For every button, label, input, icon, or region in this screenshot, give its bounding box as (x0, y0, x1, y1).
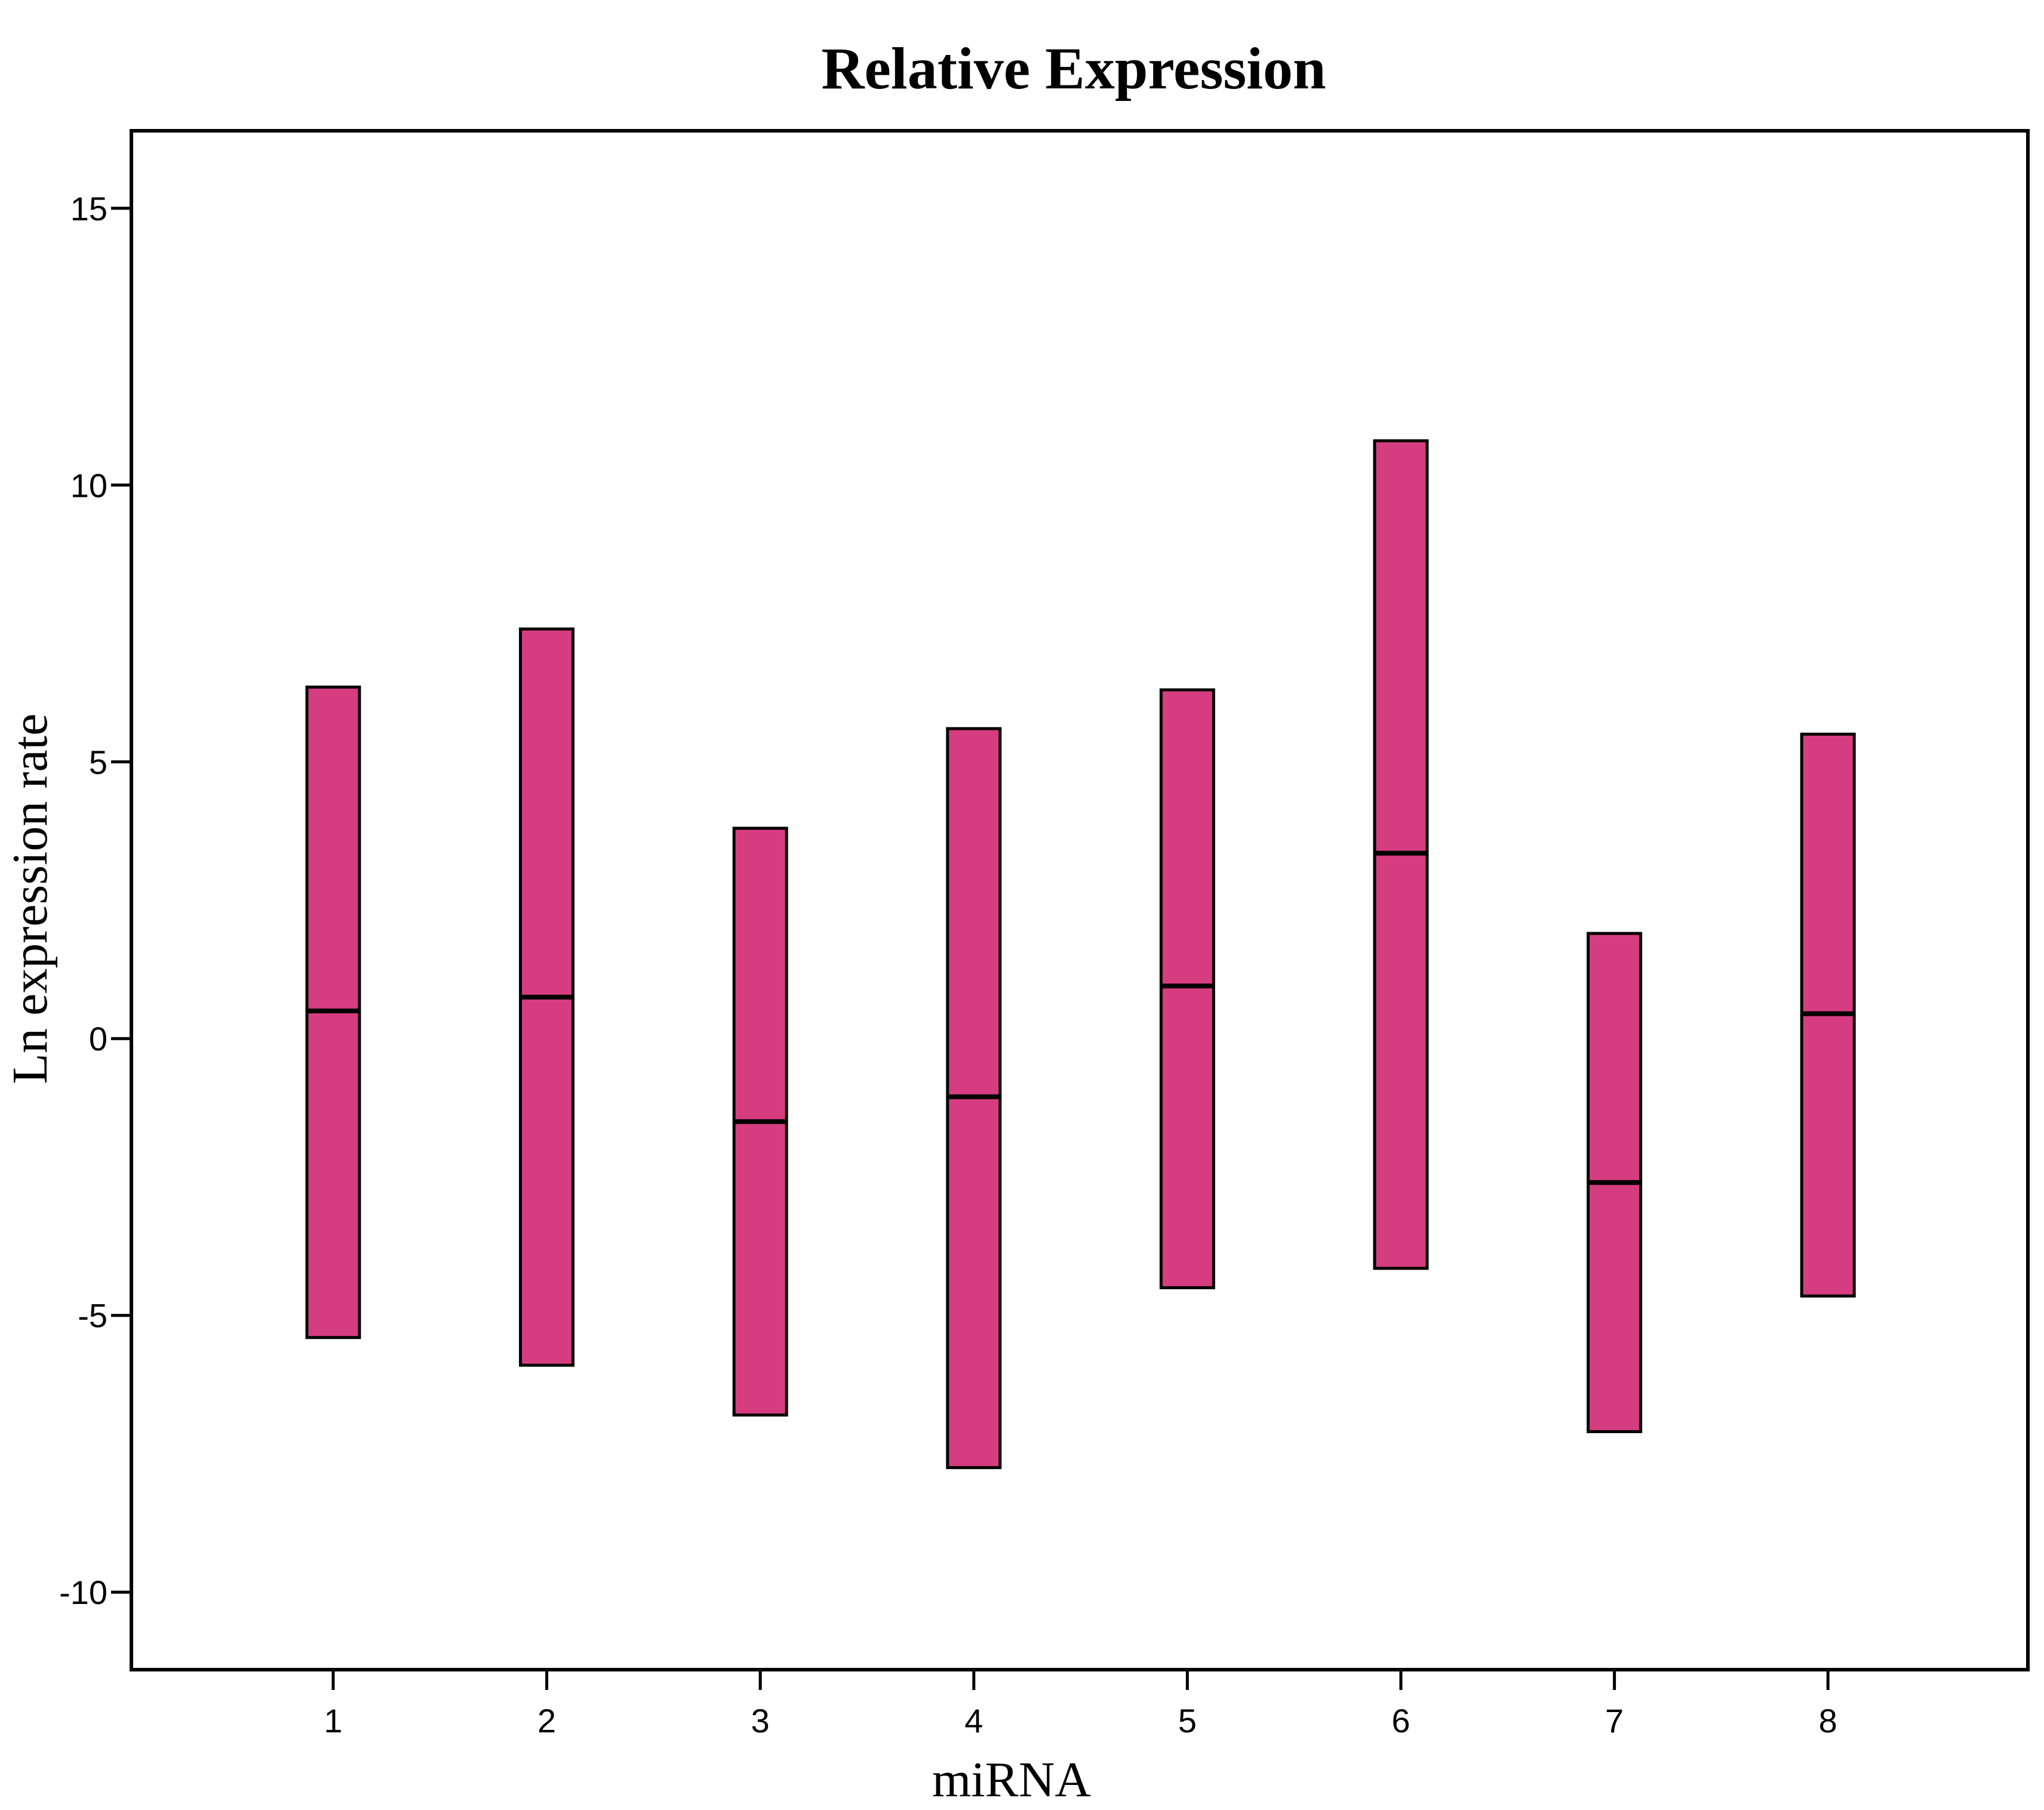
x-tick-label: 1 (324, 1702, 342, 1740)
x-tick-label: 7 (1605, 1702, 1624, 1740)
x-axis-label: miRNA (932, 1752, 1091, 1808)
x-tick-label: 3 (751, 1702, 770, 1740)
y-tick-label: -10 (59, 1574, 107, 1611)
x-tick-label: 6 (1391, 1702, 1410, 1740)
y-tick-label: 5 (89, 743, 107, 781)
y-axis: -10 -5 0 5 10 15 (59, 190, 131, 1611)
y-tick-label: 0 (89, 1020, 107, 1058)
x-tick-label: 8 (1819, 1702, 1837, 1740)
x-tick-label: 2 (537, 1702, 556, 1740)
plot-frame (130, 129, 2030, 1671)
chart-title: Relative Expression (821, 35, 1326, 102)
y-axis-label: Ln expression rate (2, 714, 58, 1084)
x-tick-label: 4 (964, 1702, 983, 1740)
y-tick-label: 10 (70, 466, 107, 504)
x-axis: 1 2 3 4 5 6 7 8 (324, 1670, 1837, 1740)
range-bars (305, 439, 1856, 1470)
y-tick-label: 15 (70, 190, 107, 228)
x-tick-label: 5 (1178, 1702, 1197, 1740)
y-tick-label: -5 (78, 1297, 107, 1335)
range-bar-5 (1159, 688, 1215, 1289)
